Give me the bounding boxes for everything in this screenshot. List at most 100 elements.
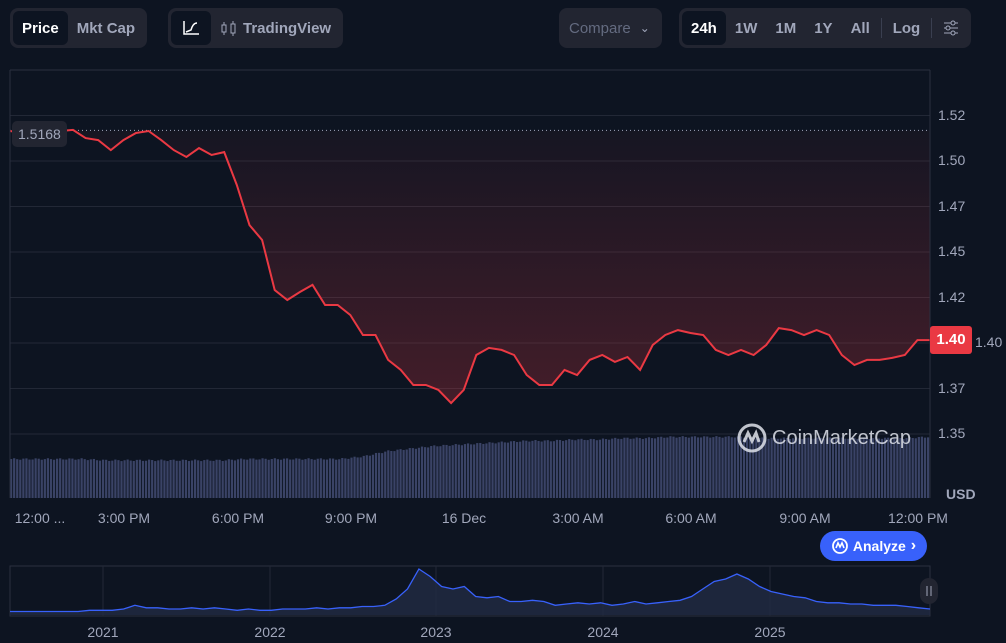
volume-bar	[160, 459, 163, 498]
range-all[interactable]: All	[850, 19, 870, 37]
volume-bar	[129, 460, 132, 498]
volume-bar	[203, 460, 206, 498]
volume-bar	[178, 460, 181, 498]
volume-bar	[411, 448, 414, 498]
volume-bar	[448, 445, 451, 498]
volume-bar	[491, 442, 494, 498]
volume-bar	[215, 459, 218, 498]
analyze-label: Analyze	[852, 538, 906, 554]
volume-bar	[436, 446, 439, 498]
volume-bar	[519, 441, 522, 498]
volume-bar	[917, 437, 920, 498]
navigator-handle[interactable]	[920, 578, 938, 604]
volume-bar	[522, 440, 525, 498]
volume-bar	[718, 436, 721, 498]
volume-bar	[488, 442, 491, 498]
volume-bar	[516, 442, 519, 498]
volume-bar	[350, 457, 353, 498]
volume-bar	[243, 459, 246, 498]
x-tick-label: 6:00 AM	[665, 510, 717, 526]
volume-bar	[316, 458, 319, 498]
volume-bar	[856, 438, 859, 498]
volume-bar	[758, 437, 761, 498]
volume-bar	[457, 444, 460, 498]
volume-bar	[105, 459, 108, 498]
volume-bar	[479, 442, 482, 498]
volume-bar	[859, 438, 862, 498]
x-tick-label: 12:00 PM	[888, 510, 948, 526]
volume-bar	[841, 437, 844, 498]
volume-bar	[132, 461, 135, 498]
volume-bar	[230, 459, 233, 498]
volume-bar	[157, 460, 160, 498]
compare-dropdown[interactable]: Compare ⌄	[559, 8, 662, 48]
volume-bar	[862, 437, 865, 498]
log-toggle[interactable]: Log	[892, 19, 921, 37]
volume-bar	[534, 440, 537, 498]
volume-bar	[804, 437, 807, 498]
volume-bar	[589, 438, 592, 498]
volume-bar	[549, 441, 552, 498]
volume-bar	[10, 459, 13, 498]
range-1w[interactable]: 1W	[734, 19, 758, 37]
analyze-button[interactable]: Analyze ›	[820, 531, 927, 561]
x-tick-label: 3:00 PM	[97, 510, 151, 526]
volume-bar	[52, 459, 56, 498]
watermark-text: CoinMarketCap	[772, 426, 911, 449]
volume-bar	[463, 444, 467, 498]
volume-bar	[635, 437, 638, 498]
volume-bar	[34, 458, 37, 498]
volume-bar	[68, 458, 71, 498]
volume-bar	[255, 459, 258, 498]
volume-bar	[249, 458, 252, 498]
tradingview-button[interactable]: TradingView	[211, 11, 340, 45]
volume-bar	[433, 445, 436, 498]
tab-mkt-cap[interactable]: Mkt Cap	[76, 19, 136, 37]
x-tick-label: 9:00 AM	[779, 510, 831, 526]
range-1y[interactable]: 1Y	[814, 19, 833, 37]
volume-bar	[246, 459, 249, 498]
volume-bar	[209, 460, 212, 498]
volume-bar	[359, 457, 362, 498]
volume-bar	[650, 438, 654, 498]
volume-bar	[396, 449, 399, 498]
volume-bar	[71, 458, 74, 498]
volume-bar	[644, 438, 647, 498]
range-24h[interactable]: 24h	[682, 11, 726, 45]
volume-bar	[424, 447, 427, 498]
volume-bar	[838, 437, 841, 498]
volume-bar	[19, 459, 22, 498]
volume-bar	[445, 444, 448, 498]
volume-bar	[503, 442, 506, 498]
volume-bar	[608, 439, 611, 498]
volume-bar	[123, 460, 126, 498]
volume-bar	[252, 458, 255, 498]
year-label: 2024	[587, 624, 619, 640]
volume-bar	[295, 458, 298, 498]
volume-bar	[427, 447, 430, 498]
volume-bar	[537, 440, 540, 498]
volume-bar	[240, 458, 243, 498]
volume-bar	[86, 460, 89, 498]
volume-bar	[531, 440, 534, 498]
volume-bar	[733, 437, 736, 498]
volume-bar	[197, 460, 200, 498]
volume-bar	[362, 455, 365, 498]
volume-bar	[598, 439, 601, 498]
volume-bar	[473, 444, 476, 498]
volume-bar	[497, 442, 500, 498]
x-tick-label: 3:00 AM	[552, 510, 604, 526]
chart-settings-button[interactable]	[934, 11, 968, 45]
range-1m[interactable]: 1M	[775, 19, 797, 37]
tab-price[interactable]: Price	[13, 11, 68, 45]
volume-bar	[141, 460, 145, 498]
volume-bar	[181, 459, 184, 498]
volume-bar	[795, 437, 798, 498]
volume-bar	[325, 459, 329, 498]
volume-bar	[144, 460, 148, 498]
volume-bar	[788, 438, 792, 498]
line-chart-button[interactable]	[171, 11, 211, 45]
volume-bar	[874, 437, 877, 498]
volume-bar	[261, 458, 264, 498]
